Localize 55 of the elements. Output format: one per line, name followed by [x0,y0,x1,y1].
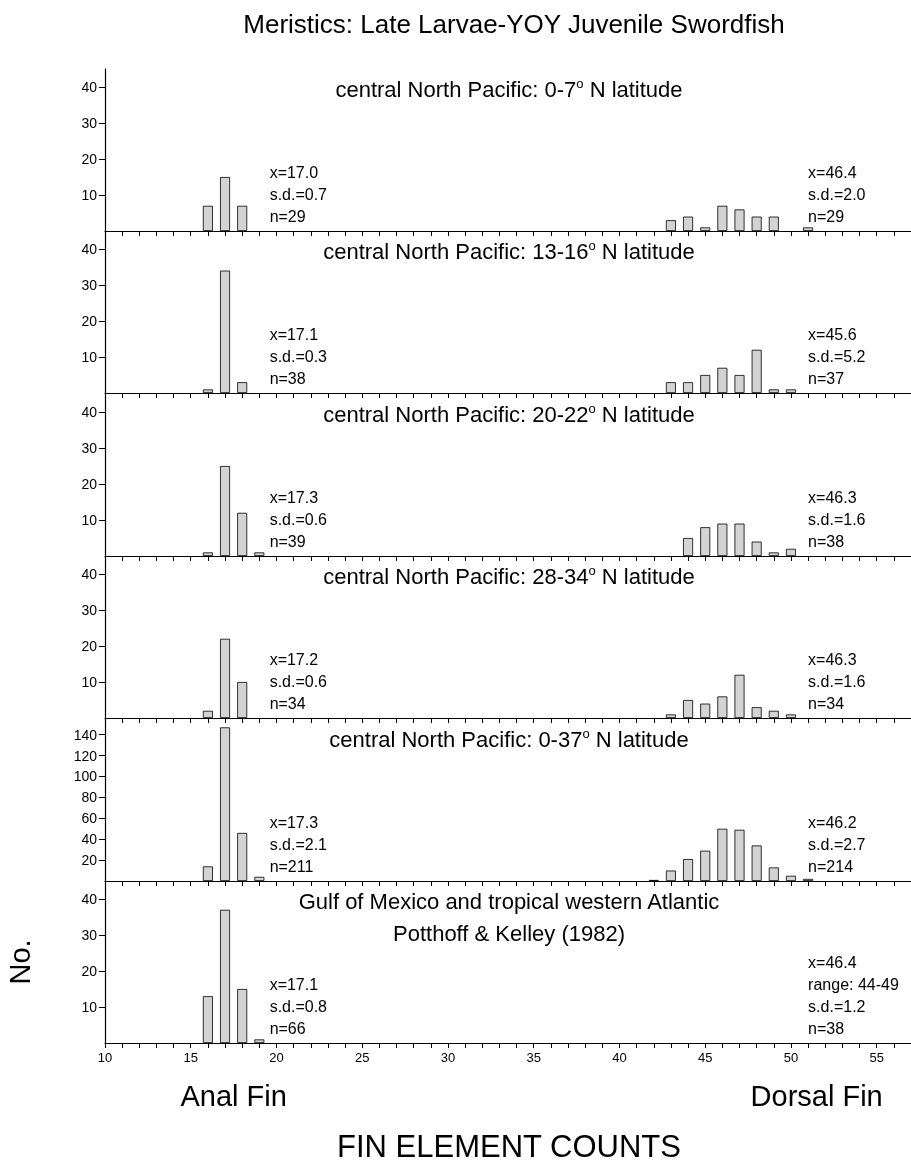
y-tick-label: 10 [81,674,98,691]
x-axis-title: FIN ELEMENT COUNTS [337,1129,681,1164]
y-tick-label: 40 [81,79,98,95]
y-tick-label: 30 [81,439,98,456]
chart-title: Meristics: Late Larvae-YOY Juvenile Swordfish [243,9,785,39]
y-tick-label: 20 [81,638,98,655]
y-tick-label: 20 [81,475,98,492]
x-tick-label: 35 [526,1050,541,1065]
y-tick-label: 20 [81,963,98,979]
y-tick-label: 60 [81,809,98,826]
y-tick-label: 120 [73,747,98,764]
y-tick-label: 100 [73,768,98,785]
text: Gulf of Mexico and tropical western Atlantic Potthoff & Kelley (1982) [298,888,720,946]
x-tick-label: 55 [869,1050,884,1065]
y-axis-title: No. [4,939,36,985]
annotation: x=45.6 s.d.=5.2 n=37 [808,325,866,387]
x-tick-label: 25 [355,1050,370,1065]
annotation: x=17.1 s.d.=0.3 n=38 [269,325,328,387]
y-tick-label: 40 [81,891,98,907]
text: Dorsal Fin [750,1079,883,1112]
y-tick-label: 30 [81,115,98,131]
y-tick-label: 40 [81,830,98,847]
y-tick-label: 10 [81,511,98,528]
y-tick-label: 30 [81,277,98,294]
text: Anal Fin [180,1079,287,1112]
y-tick-label: 20 [81,851,98,868]
annotation: x=17.0 s.d.=0.7 n=29 [269,163,328,225]
y-tick-label: 40 [81,566,98,583]
annotation: x=17.1 s.d.=0.8 n=66 [269,975,328,1037]
y-tick-label: 10 [81,999,98,1015]
x-tick-label: 15 [183,1050,198,1065]
y-tick-label: 80 [81,788,98,805]
x-tick-label: 45 [697,1050,713,1065]
y-tick-label: 10 [81,349,98,366]
y-tick-label: 140 [73,726,98,743]
x-tick-label: 20 [269,1050,284,1065]
x-tick-label: 30 [440,1050,456,1065]
annotation: x=17.2 s.d.=0.6 n=34 [269,650,328,712]
x-tick-label: 40 [612,1050,627,1065]
annotation: x=46.2 s.d.=2.7 n=214 [808,813,866,875]
annotation: x=46.3 s.d.=1.6 n=38 [808,488,866,550]
annotation: x=17.3 s.d.=0.6 n=39 [269,488,328,550]
y-tick-label: 30 [81,602,98,619]
y-tick-label: 40 [81,403,98,420]
annotation: x=17.3 s.d.=2.1 n=211 [269,813,328,875]
y-tick-label: 20 [81,151,98,167]
y-tick-label: 30 [81,927,98,943]
x-tick-label: 10 [97,1050,113,1065]
y-tick-label: 40 [81,241,98,258]
y-tick-label: 10 [81,187,98,203]
annotation: x=46.4 range: 44-49 s.d.=1.2 n=38 [808,953,899,1037]
annotation: x=46.3 s.d.=1.6 n=34 [808,650,866,712]
y-tick-label: 20 [81,313,98,330]
x-tick-label: 50 [783,1050,799,1065]
annotation: x=46.4 s.d.=2.0 n=29 [808,163,866,225]
